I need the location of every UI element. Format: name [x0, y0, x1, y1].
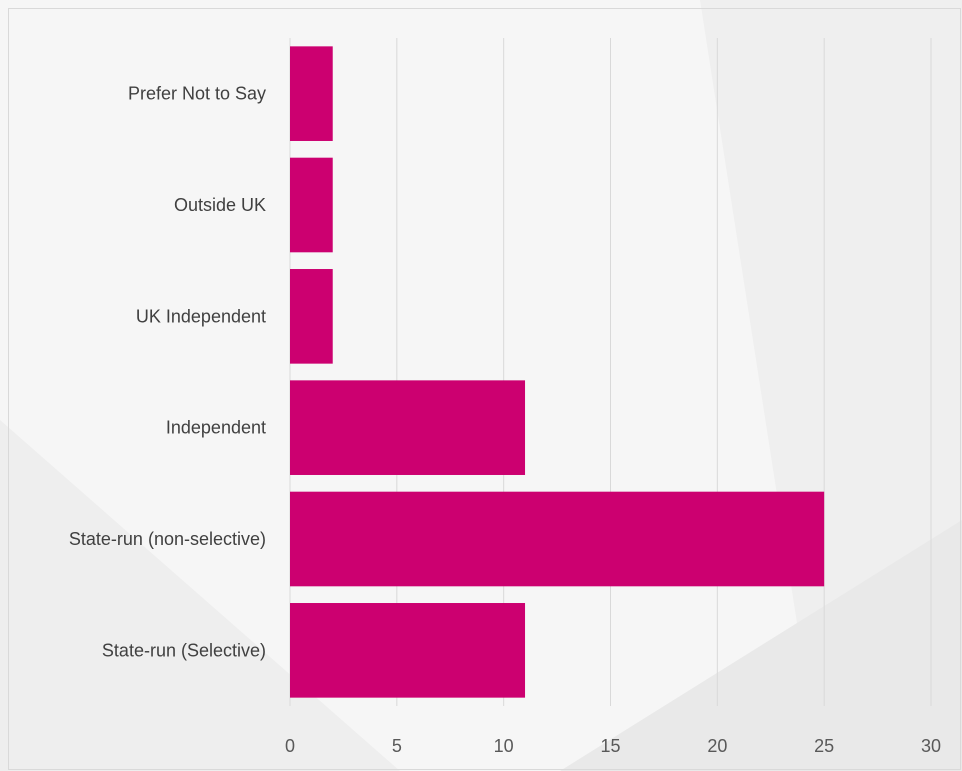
y-axis-labels: Prefer Not to Say Outside UK UK Independen… — [69, 84, 266, 661]
category-label: Independent — [166, 418, 266, 438]
bar-state-run-non-selective- — [290, 491, 825, 587]
category-label: UK Independent — [136, 306, 266, 326]
chart-frame — [8, 8, 961, 770]
category-label: Outside UK — [174, 195, 266, 215]
x-axis-ticks: 0 5 10 15 20 25 30 — [285, 736, 941, 756]
x-tick-label: 25 — [814, 736, 834, 756]
x-tick-label: 15 — [600, 736, 620, 756]
bar-uk-independent — [290, 269, 333, 364]
grid-lines — [289, 38, 932, 706]
x-tick-label: 30 — [921, 736, 941, 756]
x-tick-label: 20 — [707, 736, 727, 756]
category-label: State-run (non-selective) — [69, 529, 266, 549]
x-tick-label: 10 — [494, 736, 514, 756]
bar-state-run-selective- — [290, 603, 526, 698]
category-label: Prefer Not to Say — [128, 84, 266, 104]
bars — [290, 46, 825, 698]
bar-outside-uk — [290, 157, 333, 253]
x-tick-label: 0 — [285, 736, 295, 756]
bar-independent — [290, 380, 526, 475]
bar-prefer-not-to-say — [290, 46, 333, 141]
x-tick-label: 5 — [392, 736, 402, 756]
category-label: State-run (Selective) — [102, 640, 266, 660]
